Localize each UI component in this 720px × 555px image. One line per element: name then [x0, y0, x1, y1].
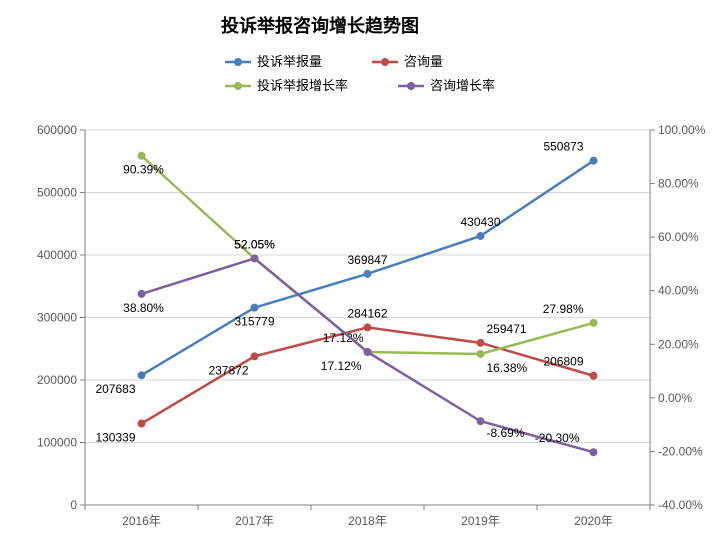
series-marker: [364, 348, 372, 356]
y-tick-label-left: 400000: [37, 248, 77, 262]
y-tick-label-left: 0: [70, 498, 77, 512]
series-marker: [138, 420, 146, 428]
y-tick-label-left: 200000: [37, 373, 77, 387]
x-tick-label: 2020年: [574, 514, 613, 528]
y-tick-label-left: 600000: [37, 123, 77, 137]
data-label: 259471: [487, 322, 527, 336]
data-label: 38.80%: [123, 301, 164, 315]
series-marker: [477, 339, 485, 347]
y-tick-label-left: 300000: [37, 311, 77, 325]
y-tick-label-right: 60.00%: [658, 230, 699, 244]
data-label: 27.98%: [543, 302, 584, 316]
data-label: 16.38%: [487, 361, 528, 375]
y-tick-label-left: 100000: [37, 436, 77, 450]
y-tick-label-right: 80.00%: [658, 177, 699, 191]
data-label: 430430: [460, 215, 500, 229]
series-marker: [590, 448, 598, 456]
data-label: 130339: [95, 431, 135, 445]
data-label: -20.30%: [535, 431, 580, 445]
series-marker: [477, 417, 485, 425]
data-label: 284162: [347, 306, 387, 320]
series-marker: [364, 323, 372, 331]
data-label: 237872: [208, 363, 248, 377]
data-label: 52.05%: [234, 237, 275, 251]
series-marker: [590, 319, 598, 327]
series-marker: [251, 352, 259, 360]
series-marker: [477, 232, 485, 240]
legend-marker: [407, 82, 415, 90]
data-label: 369847: [347, 253, 387, 267]
series-marker: [590, 372, 598, 380]
x-tick-label: 2019年: [461, 514, 500, 528]
series-marker: [138, 152, 146, 160]
x-tick-label: 2018年: [348, 514, 387, 528]
data-label: 206809: [543, 355, 583, 369]
x-tick-label: 2017年: [235, 514, 274, 528]
legend-label: 咨询增长率: [430, 78, 495, 93]
data-label: 90.39%: [123, 163, 164, 177]
legend-marker: [234, 58, 242, 66]
y-tick-label-right: -40.00%: [658, 498, 703, 512]
series-marker: [590, 157, 598, 165]
series-marker: [138, 371, 146, 379]
y-tick-label-right: -20.00%: [658, 444, 703, 458]
series-marker: [138, 290, 146, 298]
y-tick-label-right: 0.00%: [658, 391, 692, 405]
data-label: 550873: [543, 140, 583, 154]
legend-label: 投诉举报量: [257, 54, 322, 69]
y-tick-label-right: 100.00%: [658, 123, 706, 137]
data-label: -8.69%: [487, 426, 525, 440]
series-marker: [477, 350, 485, 358]
y-tick-label-left: 500000: [37, 186, 77, 200]
series-marker: [251, 304, 259, 312]
data-label: 17.12%: [321, 359, 362, 373]
y-tick-label-right: 40.00%: [658, 284, 699, 298]
chart-title: 投诉举报咨询增长趋势图: [221, 15, 419, 36]
data-label: 315779: [234, 315, 274, 329]
y-tick-label-right: 20.00%: [658, 337, 699, 351]
legend-marker: [381, 58, 389, 66]
data-label: 207683: [95, 382, 135, 396]
x-tick-label: 2016年: [122, 514, 161, 528]
chart-svg: 投诉举报咨询增长趋势图投诉举报量 咨询量投诉举报增长率 咨询增长率 0 100000 20…: [0, 0, 720, 555]
legend-marker: [234, 82, 242, 90]
series-marker: [251, 254, 259, 262]
chart-container: 投诉举报咨询增长趋势图投诉举报量 咨询量投诉举报增长率 咨询增长率 0 100000 20…: [0, 0, 720, 555]
legend-label: 咨询量: [404, 54, 443, 69]
legend-label: 投诉举报增长率: [257, 78, 348, 93]
series-marker: [364, 270, 372, 278]
